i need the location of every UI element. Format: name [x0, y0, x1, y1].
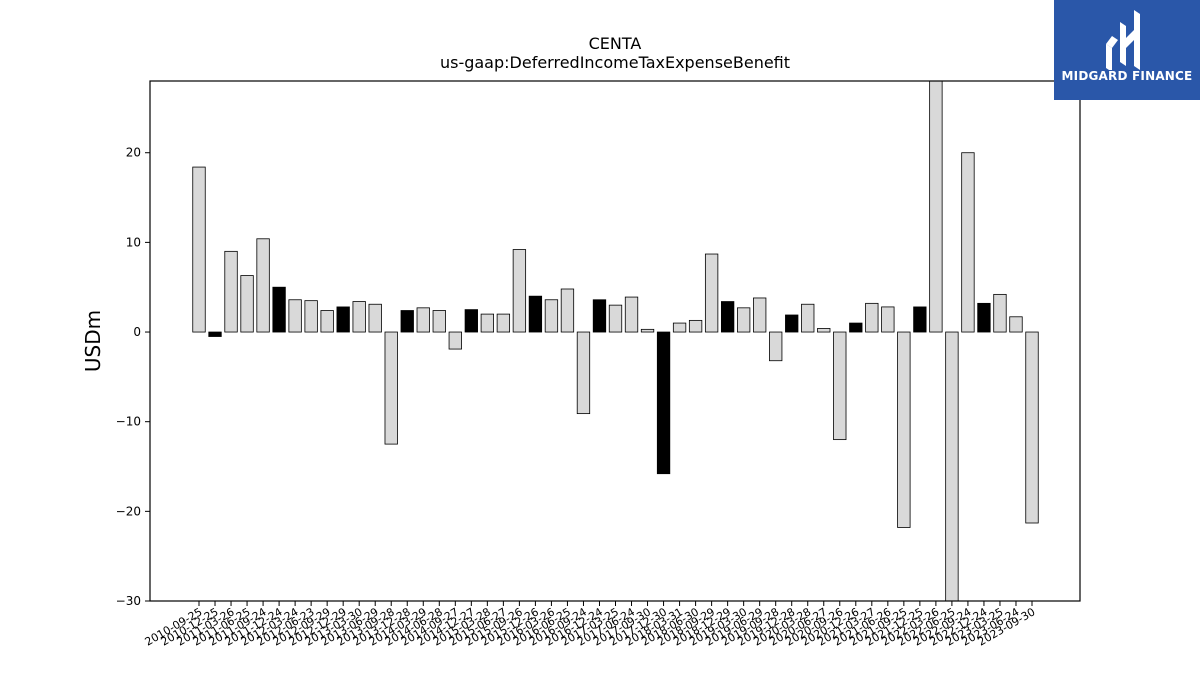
bar-2018-03-31 — [672, 322, 687, 333]
bar-2014-03-29 — [416, 307, 430, 333]
bar-2019-06-29 — [753, 297, 767, 333]
y-tick-label: 0 — [133, 325, 141, 339]
chart-title: CENTA — [589, 34, 642, 53]
bar-2019-09-28 — [769, 331, 783, 362]
logo-text: MIDGARD FINANCE — [1061, 69, 1193, 83]
bar-2016-03-26 — [544, 299, 559, 333]
bar-2012-09-29 — [320, 310, 334, 333]
bar-2021-03-27 — [865, 302, 879, 333]
bar-2013-12-28 — [400, 310, 414, 333]
bar-2020-03-28 — [801, 303, 815, 333]
bar-2021-06-26 — [881, 306, 895, 333]
bar-2013-03-30 — [352, 301, 366, 333]
bar-2016-12-24 — [592, 299, 607, 333]
bar-2018-09-29 — [704, 253, 719, 333]
bar-2023-03-25 — [993, 293, 1007, 333]
logo-mark-icon — [1106, 10, 1140, 70]
midgard-finance-logo: MIDGARD FINANCE — [1054, 0, 1200, 100]
bar-2018-12-29 — [720, 301, 735, 333]
bar-2017-06-24 — [624, 296, 639, 333]
bar-2021-09-25 — [897, 331, 911, 528]
bar-2014-12-27 — [464, 309, 478, 333]
y-tick-label: −30 — [116, 594, 141, 608]
bar-2019-12-28 — [785, 314, 799, 333]
bar-2012-03-24 — [288, 299, 302, 333]
bar-2014-06-28 — [432, 310, 446, 333]
bar-2017-12-30 — [656, 331, 671, 475]
bar-2015-03-28 — [480, 313, 495, 333]
bar-2023-06-24 — [1009, 316, 1023, 333]
y-tick-label: −10 — [116, 415, 141, 429]
bar-2017-03-25 — [608, 304, 623, 333]
bar-2014-09-27 — [448, 331, 462, 350]
y-tick-label: 10 — [126, 235, 141, 249]
bar-2012-06-23 — [304, 300, 318, 333]
bar-2013-06-29 — [368, 303, 382, 333]
y-tick-label: 20 — [126, 146, 141, 160]
bar-2015-12-26 — [528, 295, 543, 333]
bar-2011-09-24 — [256, 238, 270, 333]
bar-2017-09-30 — [640, 328, 655, 333]
bar-2020-12-26 — [849, 322, 863, 333]
bar-2015-09-26 — [512, 249, 527, 333]
bar-2022-12-24 — [977, 302, 991, 333]
bar-2020-09-26 — [833, 331, 847, 441]
bar-2021-12-25 — [913, 306, 927, 333]
bar-2012-12-29 — [336, 306, 350, 333]
bar-2022-03-26 — [929, 80, 943, 333]
chart-subtitle: us-gaap:DeferredIncomeTaxExpenseBenefit — [440, 53, 790, 72]
y-axis-ticks: −30 −20 −10 0 10 20 — [116, 146, 150, 608]
y-tick-label: −20 — [116, 504, 141, 518]
plot-frame — [149, 80, 1081, 602]
x-axis-ticks: 2010-09-252010-12-252011-03-262011-06-25… — [143, 601, 1038, 649]
bar-2010-12-25 — [208, 331, 222, 337]
bar-2022-06-25 — [945, 331, 959, 602]
bar-2022-09-24 — [961, 152, 975, 333]
bar-2015-06-27 — [496, 313, 511, 333]
bar-2011-12-24 — [272, 286, 286, 333]
bar-2020-06-27 — [817, 328, 831, 333]
y-axis-label: USDm — [81, 310, 105, 372]
bar-2010-09-25 — [192, 166, 206, 333]
bar-2013-09-28 — [384, 331, 398, 445]
bar-2018-06-30 — [688, 319, 703, 333]
bar-2016-06-25 — [560, 288, 575, 333]
bar-group — [192, 80, 1039, 602]
bar-2023-09-30 — [1025, 331, 1039, 524]
bar-2011-03-26 — [224, 250, 238, 333]
bar-2016-09-24 — [576, 331, 591, 415]
bar-2019-03-30 — [737, 307, 751, 333]
bar-2011-06-25 — [240, 275, 254, 333]
